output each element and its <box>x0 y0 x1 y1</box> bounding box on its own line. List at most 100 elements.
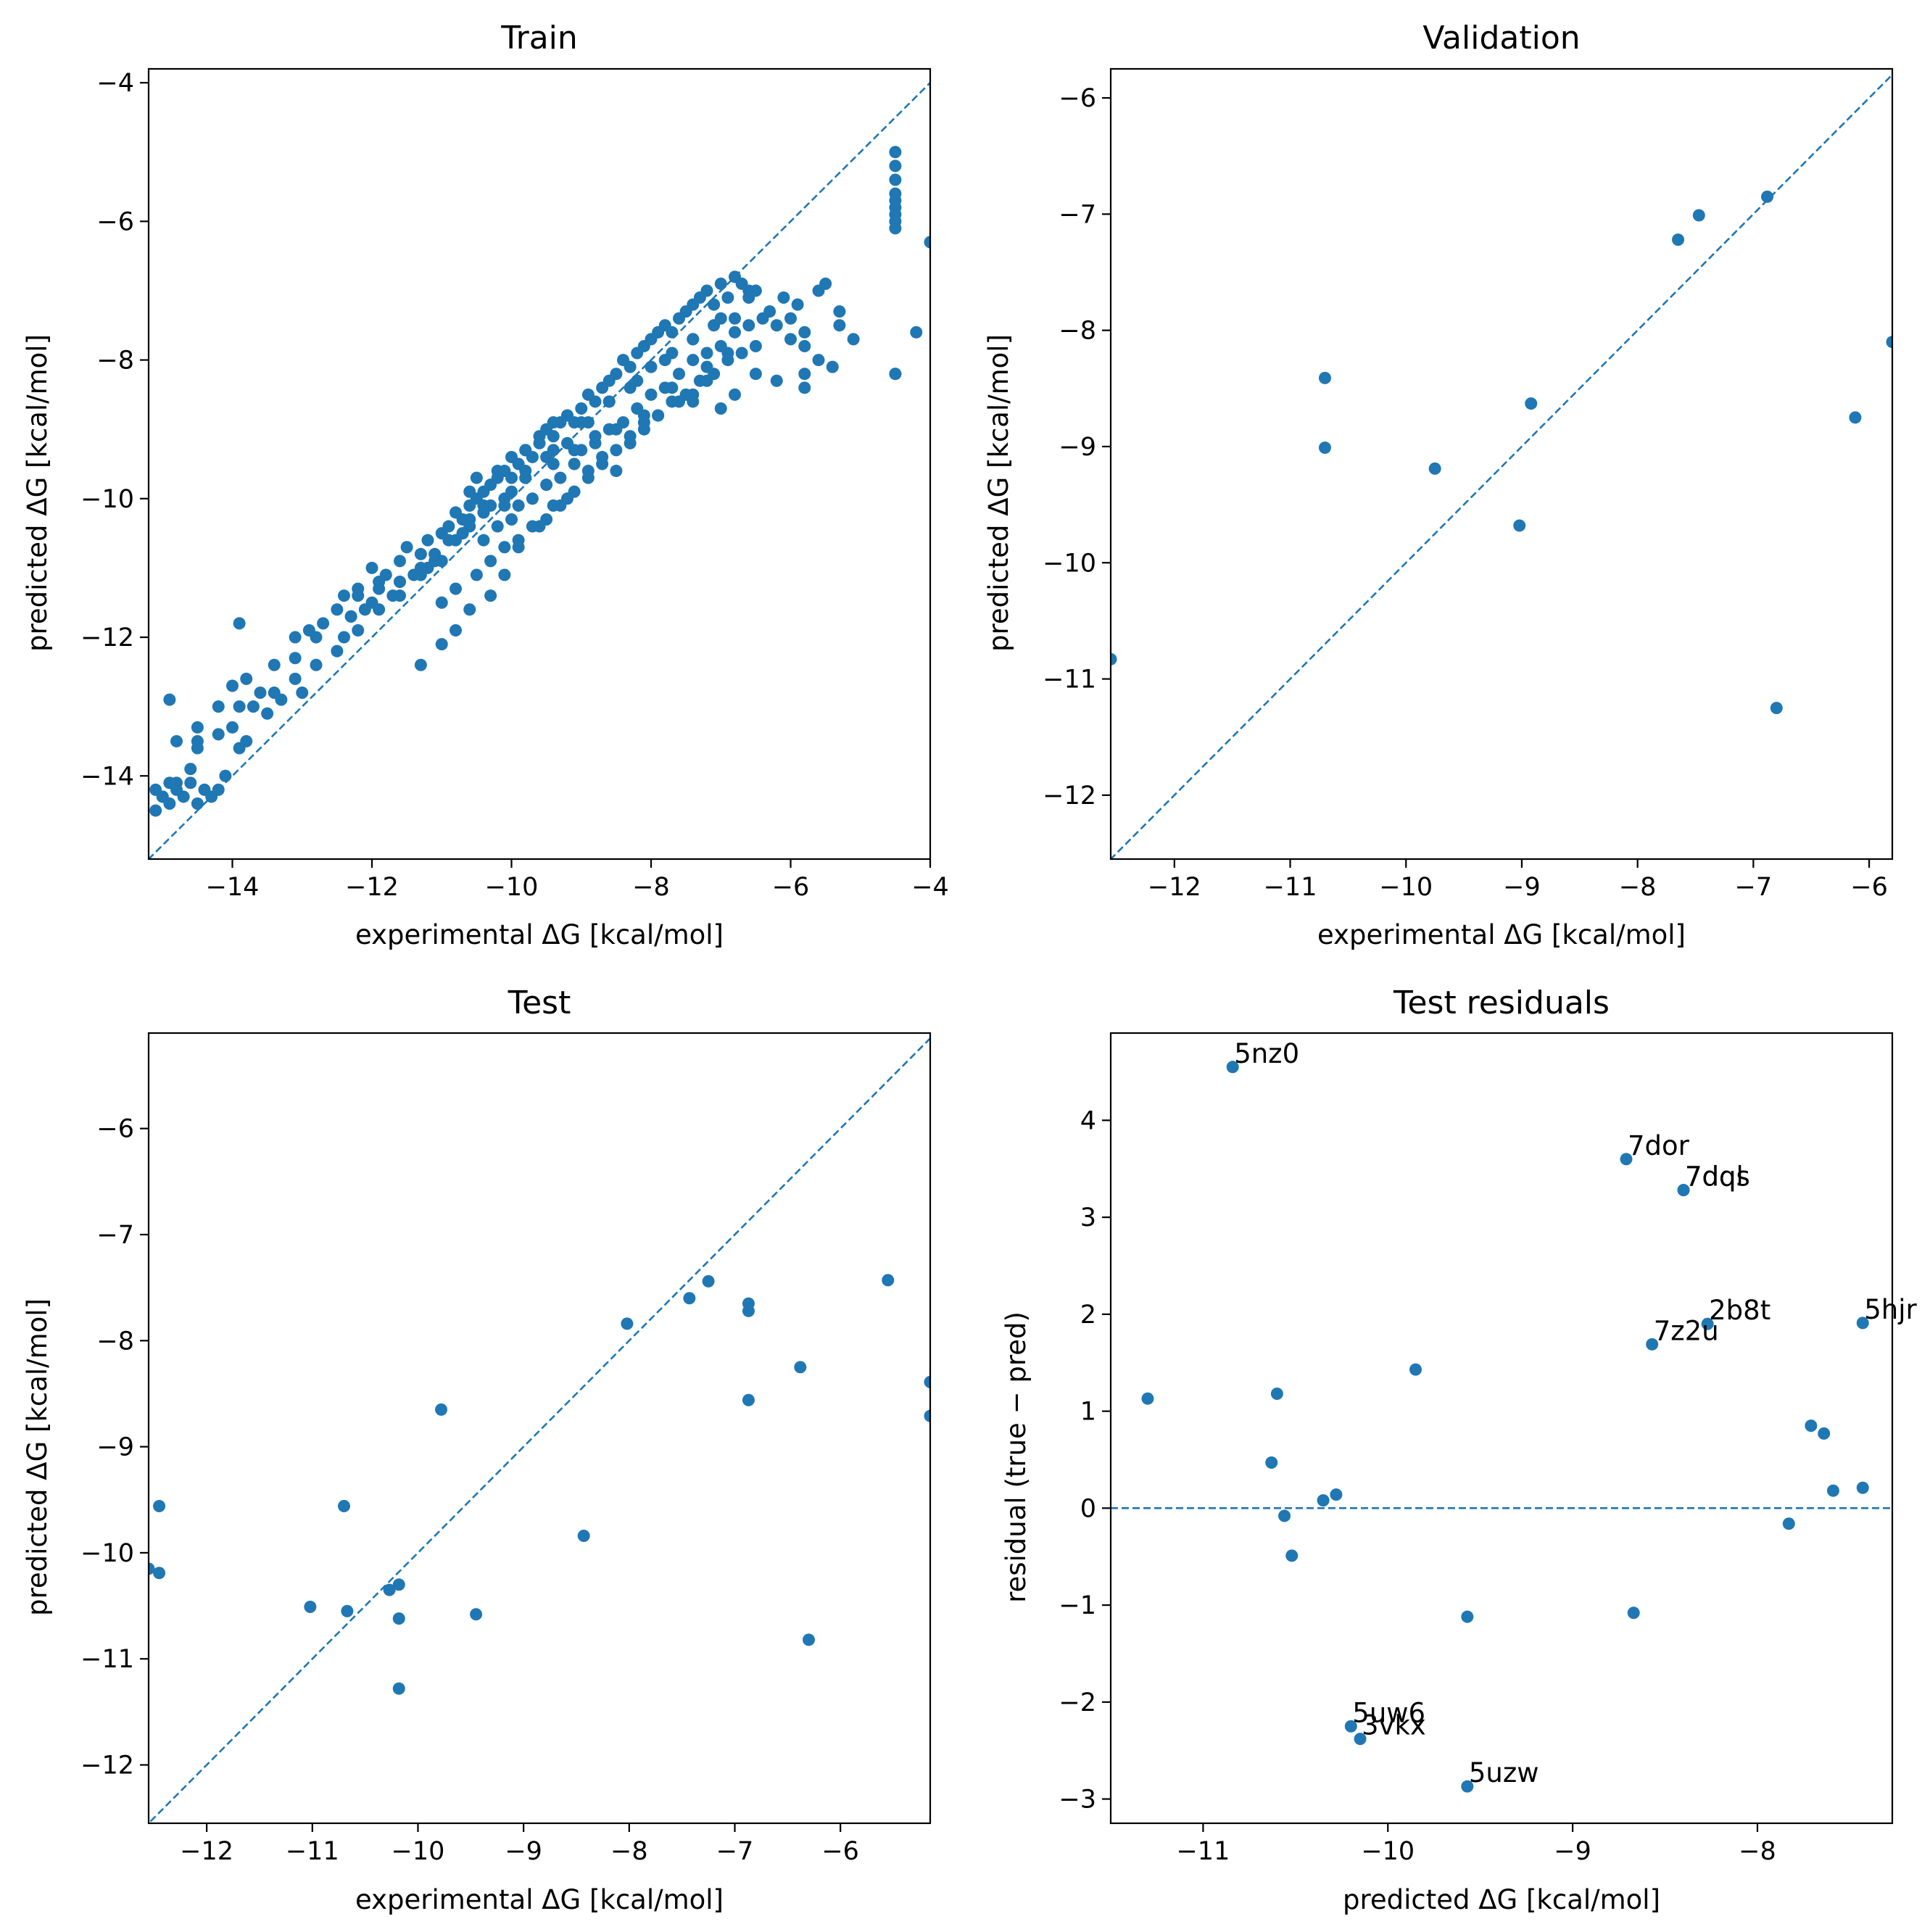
train-data-point <box>547 457 560 470</box>
train-data-point <box>191 797 204 810</box>
train-data-point <box>770 319 783 332</box>
train-data-point <box>742 291 755 304</box>
train-data-point <box>414 547 427 560</box>
train-data-point <box>233 700 246 713</box>
validation-x-tick-label: −9 <box>1503 873 1541 902</box>
train-data-point <box>784 312 797 325</box>
train-data-point <box>714 402 727 415</box>
test-y-tick-label: −9 <box>96 1433 134 1462</box>
test_residuals-data-point <box>1856 1317 1869 1330</box>
train-data-point <box>798 368 811 381</box>
train-data-point <box>352 589 365 602</box>
test-data-point <box>392 1682 405 1695</box>
test_residuals-data-point <box>1461 1780 1474 1793</box>
validation-data-point <box>1761 190 1774 203</box>
validation-data-point <box>1770 702 1783 715</box>
train-data-point <box>589 430 602 443</box>
train-data-point <box>331 644 344 658</box>
train-data-point <box>889 368 902 381</box>
train-data-point <box>561 492 573 505</box>
train-data-point <box>658 354 671 367</box>
test_residuals-data-point <box>1677 1184 1690 1197</box>
test-x-tick-label: −7 <box>716 1837 754 1866</box>
train-data-point <box>296 687 309 700</box>
train-data-point <box>729 388 741 401</box>
train-data-point <box>344 610 357 623</box>
train-data-point <box>889 222 902 235</box>
train-data-point <box>289 631 302 644</box>
train-data-point <box>784 333 797 346</box>
train-data-point <box>547 499 560 512</box>
train-data-point <box>470 568 483 581</box>
train-data-point <box>317 617 330 630</box>
train-data-point <box>721 291 734 304</box>
validation-data-point <box>1428 462 1441 475</box>
train-data-point <box>414 658 427 671</box>
test-y-tick-label: −12 <box>80 1751 134 1780</box>
train-data-point <box>289 652 302 665</box>
train-data-point <box>338 589 350 602</box>
train-data-point <box>212 783 225 796</box>
test_residuals-data-point <box>1782 1517 1795 1530</box>
train-x-tick-label: −6 <box>772 873 810 902</box>
train-data-point <box>442 534 455 547</box>
point-label-3vkx: 3vkx <box>1362 1710 1426 1741</box>
train-data-point <box>526 492 539 505</box>
train-data-point <box>491 520 504 533</box>
test_residuals-data-point <box>1826 1484 1839 1497</box>
train-data-point <box>191 721 204 734</box>
train-data-point <box>226 721 239 734</box>
test_residuals-data-point <box>1270 1388 1283 1401</box>
validation-y-tick-label: −11 <box>1043 666 1096 695</box>
train-data-point <box>554 471 567 484</box>
train-data-point <box>442 520 455 533</box>
test_residuals-data-point <box>1856 1481 1869 1494</box>
train-data-point <box>568 457 581 470</box>
train-y-tick-label: −10 <box>80 485 134 514</box>
test-x-tick-label: −8 <box>610 1837 648 1866</box>
test-y-tick-label: −10 <box>80 1539 134 1568</box>
train-data-point <box>749 339 762 352</box>
train-data-point <box>512 499 525 512</box>
train-data-point <box>700 284 713 297</box>
train-title: Train <box>500 20 578 57</box>
train-data-point <box>749 368 762 381</box>
validation-data-point <box>1318 441 1331 455</box>
train-data-point <box>414 568 427 581</box>
point-label-7dqs: 7dqs <box>1685 1161 1750 1193</box>
train-data-point <box>226 679 239 692</box>
train-data-point <box>610 465 623 478</box>
validation-data-point <box>1849 411 1862 424</box>
test_residuals-data-point <box>1701 1317 1714 1330</box>
train-data-point <box>561 409 573 422</box>
point-label-5hjr: 5hjr <box>1864 1294 1917 1325</box>
train-data-point <box>463 603 476 616</box>
validation-y-tick-label: −7 <box>1059 200 1096 229</box>
train-data-point <box>421 534 434 547</box>
validation-y-tick-label: −9 <box>1059 433 1096 462</box>
train-data-point <box>394 589 406 602</box>
train-x-tick-label: −14 <box>206 873 260 902</box>
point-label-5uw6: 5uw6 <box>1352 1697 1425 1728</box>
validation-title: Validation <box>1422 20 1580 57</box>
train-data-point <box>777 291 790 304</box>
train-data-point <box>261 707 274 720</box>
train-data-point <box>240 672 253 685</box>
test_residuals-data-point <box>1627 1606 1640 1620</box>
train-data-point <box>191 734 204 747</box>
point-label-7z2u: 7z2u <box>1654 1315 1719 1346</box>
train-data-point <box>666 381 679 394</box>
train-data-point <box>673 395 685 408</box>
test-x-tick-label: −11 <box>286 1837 339 1866</box>
train-data-point <box>770 374 783 387</box>
train-data-point <box>581 465 595 478</box>
test-residuals-xlabel: predicted ΔG [kcal/mol] <box>1343 1884 1660 1915</box>
train-x-tick-label: −12 <box>345 873 399 902</box>
train-data-point <box>624 360 637 373</box>
train-x-tick-label: −4 <box>911 873 949 902</box>
test_residuals-axes-frame <box>1109 1032 1894 1825</box>
validation-xlabel: experimental ΔG [kcal/mol] <box>1317 919 1686 950</box>
train-data-point <box>645 388 658 401</box>
validation-data-point <box>1111 652 1117 666</box>
train-data-point <box>394 576 406 589</box>
